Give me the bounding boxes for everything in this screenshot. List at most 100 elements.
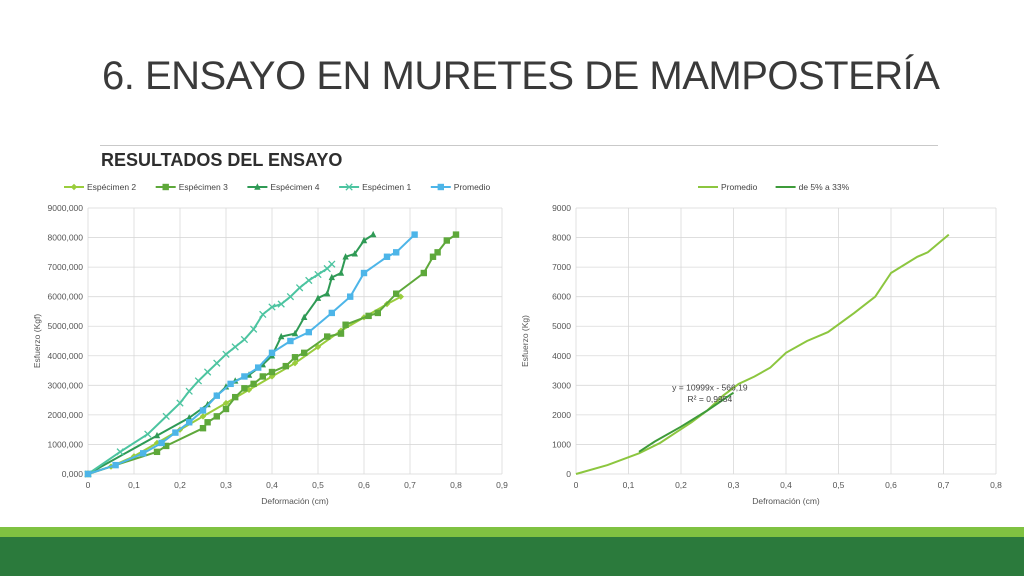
data-point xyxy=(374,309,381,317)
data-point xyxy=(186,414,193,421)
data-point xyxy=(328,260,336,268)
series-promedio xyxy=(84,231,418,478)
legend-marker xyxy=(70,183,78,191)
data-point xyxy=(158,439,165,447)
x-axis-label: Deformación (cm) xyxy=(261,496,329,506)
data-point xyxy=(213,359,221,367)
x-tick-label: 0,2 xyxy=(174,480,186,490)
y-tick-label: 7000 xyxy=(552,262,571,272)
data-point xyxy=(268,368,276,376)
data-point xyxy=(240,335,249,344)
data-point xyxy=(162,412,170,421)
data-point xyxy=(383,253,391,260)
x-tick-label: 0,7 xyxy=(938,480,950,490)
x-tick-label: 0,5 xyxy=(312,480,324,490)
title-divider xyxy=(100,145,938,146)
x-tick-label: 0,4 xyxy=(780,480,792,490)
y-axis-label: Esfuerzo (Kg) xyxy=(520,315,530,367)
series-promedio xyxy=(575,233,950,475)
data-point xyxy=(199,407,207,414)
data-point xyxy=(287,337,294,345)
series-espécimen-1 xyxy=(84,260,336,478)
data-point xyxy=(241,385,248,392)
data-point xyxy=(360,269,368,277)
data-point xyxy=(222,399,230,407)
data-point xyxy=(231,343,239,351)
slide-title: 6. ENSAYO EN MURETES DE MAMPOSTERÍA xyxy=(102,54,940,98)
x-tick-label: 0 xyxy=(86,480,91,490)
x-tick-label: 0,9 xyxy=(496,480,508,490)
y-tick-label: 5000,000 xyxy=(48,321,84,331)
y-tick-label: 6000 xyxy=(552,292,571,302)
data-point xyxy=(328,273,335,281)
data-point xyxy=(291,354,299,361)
data-point xyxy=(291,359,299,367)
data-point xyxy=(351,250,358,257)
data-point xyxy=(337,269,345,276)
data-point xyxy=(301,313,308,321)
data-point xyxy=(429,253,437,260)
data-point xyxy=(250,380,257,388)
data-point xyxy=(443,237,450,244)
data-point xyxy=(365,312,372,320)
data-point xyxy=(153,448,161,456)
x-tick-label: 0,8 xyxy=(990,480,1002,490)
data-point xyxy=(393,249,400,256)
data-point xyxy=(314,294,322,301)
data-point xyxy=(295,284,304,292)
series-line xyxy=(87,233,374,475)
data-point xyxy=(452,231,460,238)
data-point xyxy=(140,450,147,457)
data-point xyxy=(194,377,203,385)
x-tick-label: 0,7 xyxy=(404,480,416,490)
data-point xyxy=(420,269,427,277)
footer-band-light xyxy=(0,527,1024,537)
data-point xyxy=(282,362,289,370)
series-line xyxy=(575,233,950,475)
x-tick-label: 0,4 xyxy=(266,480,278,490)
x-tick-label: 0,1 xyxy=(128,480,140,490)
y-tick-label: 7000,000 xyxy=(48,262,84,272)
y-tick-label: 4000,000 xyxy=(48,351,84,361)
y-tick-label: 2000 xyxy=(552,410,571,420)
legend-entry: Promedio xyxy=(721,182,758,192)
chart-legend: Promedio de 5% a 33% xyxy=(698,182,850,192)
y-tick-label: 0,000 xyxy=(62,469,84,479)
y-tick-label: 3000,000 xyxy=(48,380,84,390)
data-point xyxy=(203,368,212,376)
stress-strain-chart-average: 0 1000 2000 3000 4000 5000 6000 7000 8000 9000 0 0,… xyxy=(520,182,1002,506)
y-tick-label: 1000,000 xyxy=(48,439,84,449)
data-point xyxy=(286,293,295,301)
data-point xyxy=(222,405,230,413)
x-tick-label: 0,5 xyxy=(833,480,845,490)
legend-entry: Espécimen 3 xyxy=(179,182,228,192)
x-tick-label: 0 xyxy=(574,480,579,490)
data-point xyxy=(347,293,354,300)
data-point xyxy=(116,448,124,456)
series-de-5%-a-33% xyxy=(638,391,735,453)
data-point xyxy=(213,413,220,420)
x-tick-label: 0,3 xyxy=(220,480,232,490)
y-tick-label: 8000 xyxy=(552,233,571,243)
y-tick-label: 6000,000 xyxy=(48,292,84,302)
data-point xyxy=(411,231,418,238)
slide-subtitle: RESULTADOS DEL ENSAYO xyxy=(101,150,343,170)
y-tick-label: 8000,000 xyxy=(48,233,84,243)
y-tick-label: 0 xyxy=(566,469,571,479)
series-line xyxy=(638,391,735,453)
data-point xyxy=(185,387,193,395)
data-point xyxy=(342,321,349,328)
x-axis-label: Defromación (cm) xyxy=(752,496,820,506)
data-point xyxy=(227,380,234,388)
data-point xyxy=(204,400,211,408)
data-point xyxy=(153,431,161,439)
data-point xyxy=(277,300,285,308)
data-point xyxy=(328,309,335,317)
y-tick-label: 3000 xyxy=(552,380,571,390)
y-tick-label: 1000 xyxy=(552,439,571,449)
y-tick-label: 2000,000 xyxy=(48,410,84,420)
y-axis-label: Esfuerzo (Kgf) xyxy=(32,314,42,368)
legend-marker xyxy=(345,183,353,191)
data-point xyxy=(172,429,179,436)
data-point xyxy=(255,364,262,371)
